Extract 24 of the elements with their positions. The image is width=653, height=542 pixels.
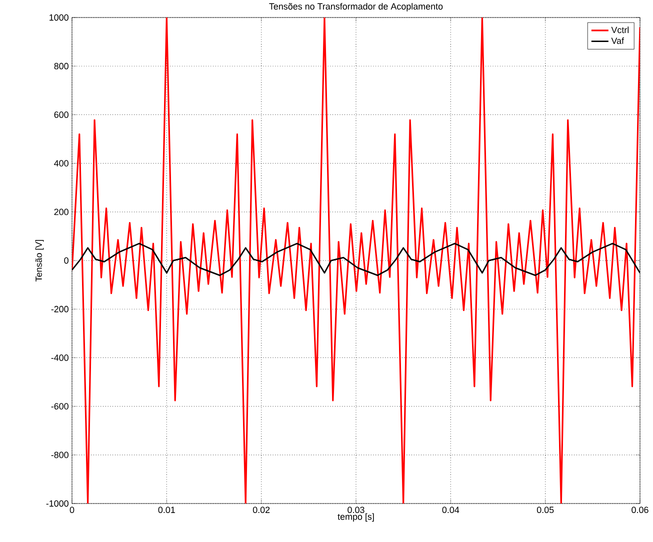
x-tick-label: 0 (70, 506, 74, 514)
y-tick-label: 400 (54, 160, 68, 167)
x-tick-label: 0.03 (348, 506, 364, 514)
y-tick-label: -400 (51, 354, 68, 362)
y-tick-label: -800 (51, 452, 68, 458)
chart-title: Tensões no Transformador de Acoplamento (269, 3, 443, 12)
y-tick-label: 0 (64, 258, 68, 264)
y-tick-label: 800 (54, 63, 68, 70)
x-tick-label: 0.06 (632, 506, 648, 514)
legend-label: Vctrl (611, 26, 629, 34)
x-tick-label: 0.02 (252, 506, 270, 514)
y-tick-label: -1000 (46, 500, 68, 507)
x-axis-title: tempo [s] (338, 513, 374, 522)
y-axis-title: Tensão [V] (35, 240, 44, 282)
y-tick-label: 200 (54, 208, 68, 216)
y-tick-label: -200 (51, 306, 68, 313)
x-tick-label: 0.04 (442, 506, 460, 514)
x-tick-label: 0.01 (158, 506, 175, 514)
y-tick-label: -600 (51, 403, 68, 410)
y-tick-label: 1000 (50, 14, 68, 21)
line-series (72, 18, 640, 504)
legend-label: Vaf (611, 38, 624, 44)
x-tick-label: 0.05 (536, 506, 554, 514)
y-tick-label: 600 (54, 112, 68, 118)
